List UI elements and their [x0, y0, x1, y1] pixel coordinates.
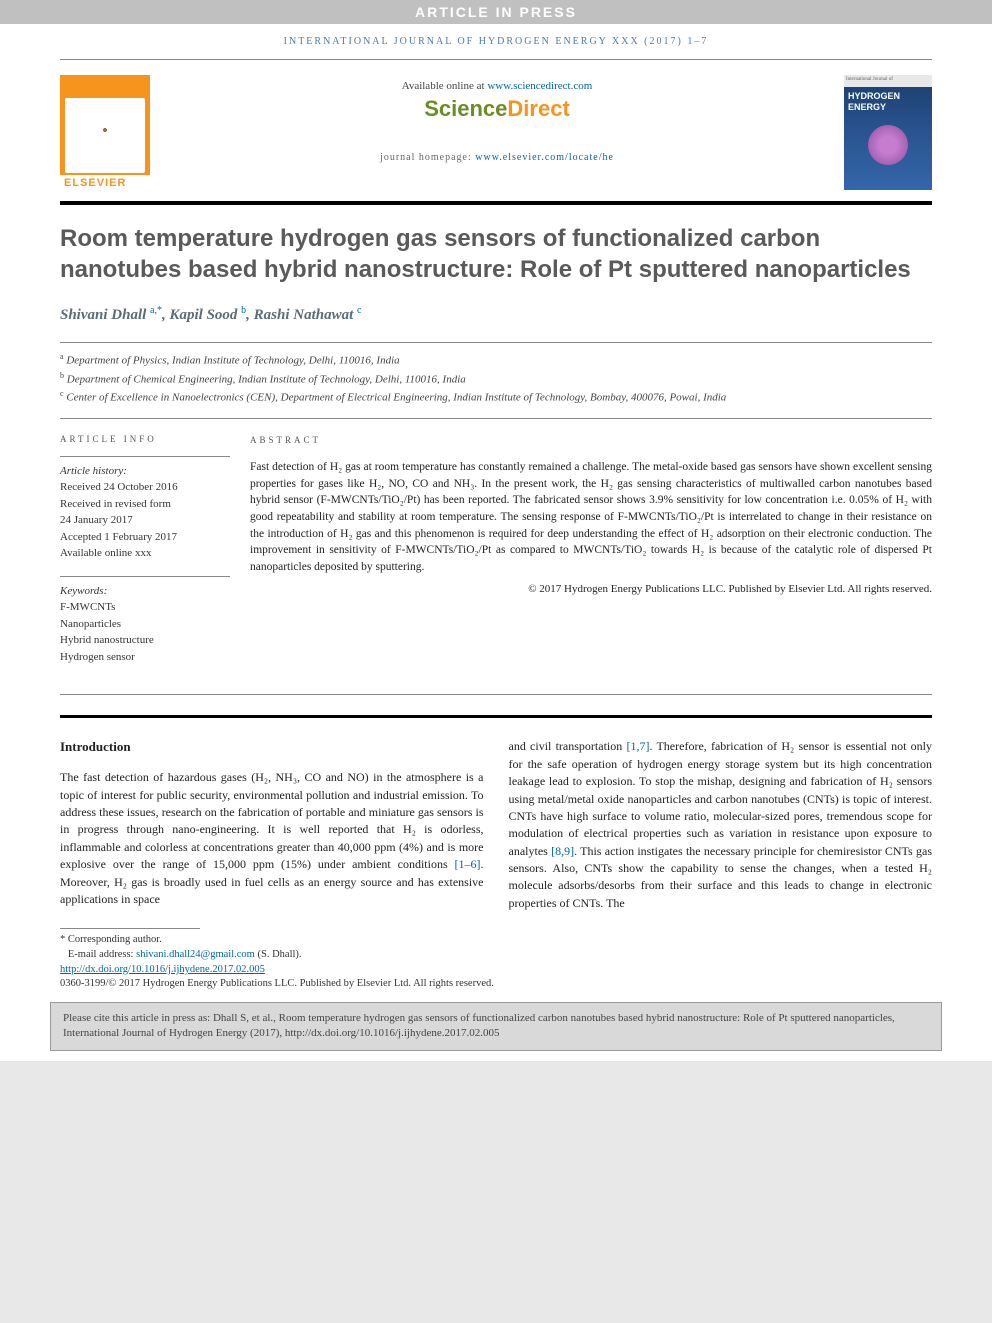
- issn-copyright-line: 0360-3199/© 2017 Hydrogen Energy Publica…: [60, 977, 932, 992]
- affiliation-c: c Center of Excellence in Nanoelectronic…: [60, 388, 932, 406]
- article-title: Room temperature hydrogen gas sensors of…: [60, 223, 932, 285]
- article-in-press-text: ARTICLE IN PRESS: [415, 4, 577, 20]
- affiliations-section: a Department of Physics, Indian Institut…: [60, 343, 932, 418]
- cover-graphic-icon: [868, 125, 908, 165]
- intro-paragraph: The fast detection of hazardous gases (H…: [60, 769, 484, 908]
- abstract-text: Fast detection of H₂ gas at room tempera…: [250, 459, 932, 576]
- cover-title-text: HYDROGEN ENERGY: [844, 87, 932, 117]
- email-line: E-mail address: shivani.dhall24@gmail.co…: [60, 948, 932, 963]
- article-info-heading: ARTICLE INFO: [60, 434, 230, 444]
- journal-homepage-line: journal homepage: www.elsevier.com/locat…: [150, 152, 844, 163]
- author-line: Shivani Dhall a,*, Kapil Sood b, Rashi N…: [60, 305, 932, 334]
- abstract-heading: ABSTRACT: [250, 434, 932, 447]
- author-2: Kapil Sood b: [169, 307, 246, 323]
- keywords-block: Keywords: F-MWCNTs Nanoparticles Hybrid …: [60, 576, 230, 666]
- citation-box: Please cite this article in press as: Dh…: [50, 1002, 942, 1051]
- sciencedirect-link[interactable]: www.sciencedirect.com: [487, 80, 592, 92]
- authors-section: Shivani Dhall a,*, Kapil Sood b, Rashi N…: [60, 293, 932, 343]
- elsevier-logo-block: ELSEVIER: [60, 75, 150, 191]
- reference-link[interactable]: [8,9]: [551, 844, 574, 858]
- body-column-left: Introduction The fast detection of hazar…: [60, 738, 484, 912]
- article-history-block: Article history: Received 24 October 201…: [60, 456, 230, 562]
- cover-top-text: International Journal of: [844, 75, 932, 87]
- affiliation-b: b Department of Chemical Engineering, In…: [60, 370, 932, 388]
- introduction-heading: Introduction: [60, 738, 484, 757]
- body-column-right: and civil transportation [1,7]. Therefor…: [509, 738, 933, 912]
- elsevier-tree-icon: [65, 98, 145, 173]
- journal-citation-header: INTERNATIONAL JOURNAL OF HYDROGEN ENERGY…: [60, 24, 932, 60]
- article-info-column: ARTICLE INFO Article history: Received 2…: [60, 434, 250, 680]
- title-section: Room temperature hydrogen gas sensors of…: [0, 205, 992, 293]
- author-3: Rashi Nathawat c: [254, 307, 362, 323]
- reference-link[interactable]: [1,7]: [626, 739, 649, 753]
- sd-direct-text: Direct: [507, 96, 569, 121]
- keyword: F-MWCNTs: [60, 599, 230, 616]
- history-line: Received in revised form: [60, 496, 230, 513]
- footer-rule: [60, 928, 200, 929]
- keyword: Nanoparticles: [60, 616, 230, 633]
- history-line: 24 January 2017: [60, 512, 230, 529]
- abstract-copyright: © 2017 Hydrogen Energy Publications LLC.…: [250, 582, 932, 598]
- homepage-link[interactable]: www.elsevier.com/locate/he: [475, 152, 614, 163]
- available-online-text: Available online at www.sciencedirect.co…: [150, 80, 844, 92]
- keyword: Hybrid nanostructure: [60, 632, 230, 649]
- page-container: ARTICLE IN PRESS INTERNATIONAL JOURNAL O…: [0, 0, 992, 1061]
- affiliation-a: a Department of Physics, Indian Institut…: [60, 351, 932, 369]
- corresponding-author: * Corresponding author.: [60, 933, 932, 948]
- history-line: Accepted 1 February 2017: [60, 529, 230, 546]
- sd-science-text: Science: [424, 96, 507, 121]
- header-center: Available online at www.sciencedirect.co…: [150, 75, 844, 191]
- intro-paragraph-cont: and civil transportation [1,7]. Therefor…: [509, 738, 933, 912]
- elsevier-label: ELSEVIER: [60, 175, 150, 191]
- info-abstract-row: ARTICLE INFO Article history: Received 2…: [60, 419, 932, 696]
- doi-link[interactable]: http://dx.doi.org/10.1016/j.ijhydene.201…: [60, 964, 265, 975]
- reference-link[interactable]: [1–6]: [455, 857, 481, 871]
- history-label: Article history:: [60, 463, 230, 480]
- history-line: Available online xxx: [60, 545, 230, 562]
- header-section: ELSEVIER Available online at www.science…: [0, 60, 992, 201]
- keyword: Hydrogen sensor: [60, 649, 230, 666]
- author-1: Shivani Dhall a,*: [60, 307, 162, 323]
- keywords-label: Keywords:: [60, 583, 230, 600]
- article-in-press-bar: ARTICLE IN PRESS: [0, 0, 992, 24]
- journal-cover-image: International Journal of HYDROGEN ENERGY: [844, 75, 932, 190]
- body-section: Introduction The fast detection of hazar…: [0, 718, 992, 922]
- elsevier-logo: [60, 75, 150, 175]
- footer-section: * Corresponding author. E-mail address: …: [0, 922, 992, 1002]
- abstract-column: ABSTRACT Fast detection of H₂ gas at roo…: [250, 434, 932, 680]
- history-line: Received 24 October 2016: [60, 479, 230, 496]
- email-link[interactable]: shivani.dhall24@gmail.com: [136, 949, 255, 960]
- sciencedirect-logo: ScienceDirect: [150, 96, 844, 122]
